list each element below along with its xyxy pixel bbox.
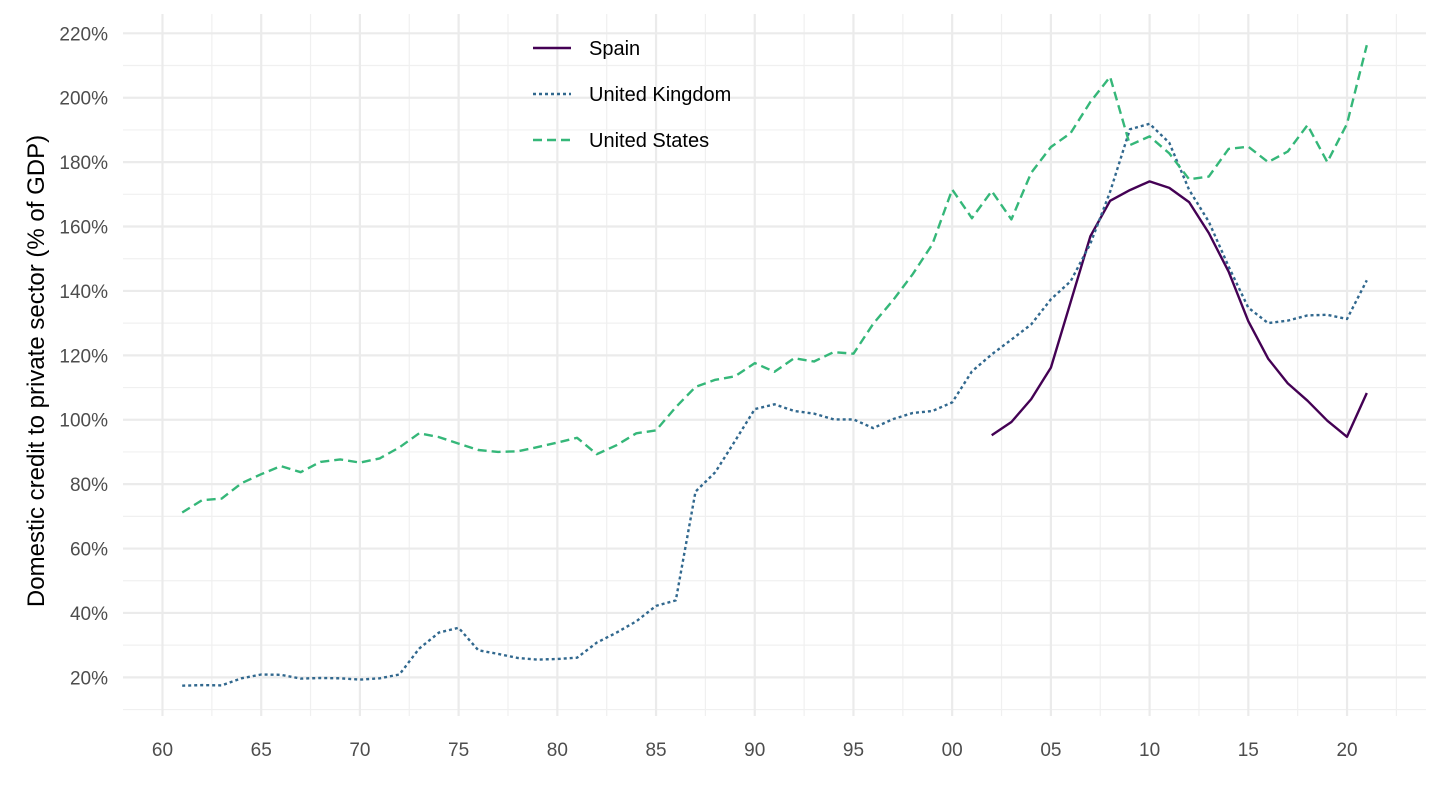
series-line-united-states	[181, 44, 1368, 514]
x-tick-label: 65	[251, 740, 272, 761]
y-tick-label: 200%	[59, 89, 108, 110]
x-tick-label: 85	[645, 740, 666, 761]
legend-item: Spain	[533, 38, 640, 60]
y-tick-label: 140%	[59, 282, 108, 303]
series-lines	[181, 44, 1368, 687]
legend-label: Spain	[589, 38, 640, 60]
legend-label: United Kingdom	[589, 84, 731, 106]
y-tick-label: 80%	[70, 475, 108, 496]
series-line-united-kingdom	[182, 122, 1368, 687]
y-axis-label: Domestic credit to private sector (% of …	[23, 135, 50, 607]
legend-item: United States	[533, 130, 709, 152]
x-tick-label: 95	[843, 740, 864, 761]
y-tick-label: 180%	[59, 153, 108, 174]
y-tick-label: 160%	[59, 218, 108, 239]
x-tick-label: 20	[1336, 740, 1357, 761]
minor-gridlines	[123, 14, 1426, 716]
y-tick-label: 100%	[59, 411, 108, 432]
legend-item: United Kingdom	[533, 84, 731, 106]
y-tick-label: 60%	[70, 540, 108, 561]
series-line-spain	[991, 180, 1368, 438]
major-gridlines	[123, 14, 1426, 716]
legend-label: United States	[589, 130, 709, 152]
x-tick-label: 10	[1139, 740, 1160, 761]
x-tick-label: 00	[942, 740, 963, 761]
x-tick-label: 70	[349, 740, 370, 761]
x-tick-label: 15	[1238, 740, 1259, 761]
x-axis-tick-labels: 60 65 70 75 80 85 90 95 00 05 10 15 20	[152, 740, 1358, 761]
y-axis-tick-labels: 20% 40% 60% 80% 100% 120% 140% 160% 180% 200% 220%	[59, 24, 108, 689]
x-tick-label: 05	[1040, 740, 1061, 761]
x-tick-label: 60	[152, 740, 173, 761]
legend: Spain United Kingdom United States	[533, 38, 731, 152]
x-tick-label: 90	[744, 740, 765, 761]
y-tick-label: 220%	[59, 24, 108, 45]
y-tick-label: 40%	[70, 604, 108, 625]
x-tick-label: 75	[448, 740, 469, 761]
y-tick-label: 120%	[59, 346, 108, 367]
y-tick-label: 20%	[70, 668, 108, 689]
x-tick-label: 80	[547, 740, 568, 761]
